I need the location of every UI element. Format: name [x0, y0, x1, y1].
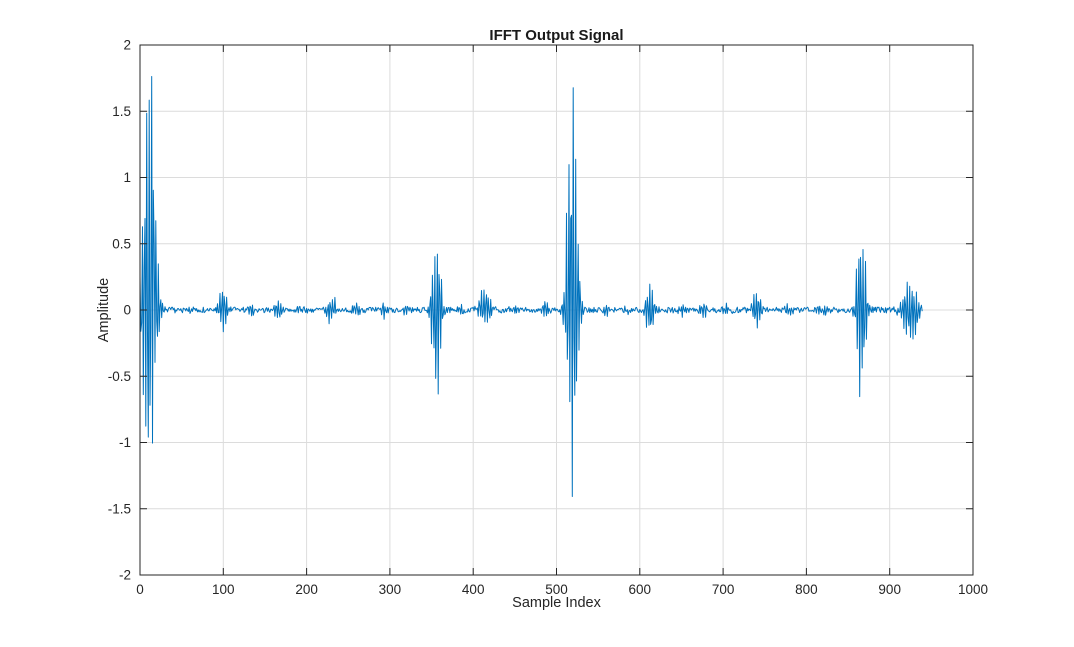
x-tick-label: 1000	[958, 582, 988, 597]
chart-title: IFFT Output Signal	[489, 27, 624, 44]
y-axis-label: Amplitude	[96, 277, 112, 343]
y-tick-label: 0	[123, 303, 131, 318]
y-tick-label: -1.5	[108, 501, 131, 516]
y-tick-label: -1	[119, 435, 131, 450]
x-tick-label: 100	[212, 582, 235, 597]
x-tick-label: 600	[629, 582, 652, 597]
x-tick-label: 700	[712, 582, 735, 597]
x-tick-label: 200	[295, 582, 318, 597]
signal-line	[139, 76, 923, 497]
x-tick-label: 300	[379, 582, 402, 597]
x-tick-label: 500	[545, 582, 568, 597]
x-tick-label: 800	[795, 582, 818, 597]
x-tick-label: 900	[878, 582, 901, 597]
y-tick-label: 2	[123, 38, 131, 53]
x-tick-label: 400	[462, 582, 485, 597]
y-tick-label: -2	[119, 568, 131, 583]
y-tick-label: -0.5	[108, 369, 131, 384]
x-tick-label: 0	[136, 582, 144, 597]
y-tick-label: 1.5	[112, 104, 131, 119]
y-tick-label: 1	[123, 170, 131, 185]
x-axis-label: Sample Index	[512, 595, 601, 611]
y-tick-label: 0.5	[112, 236, 131, 251]
